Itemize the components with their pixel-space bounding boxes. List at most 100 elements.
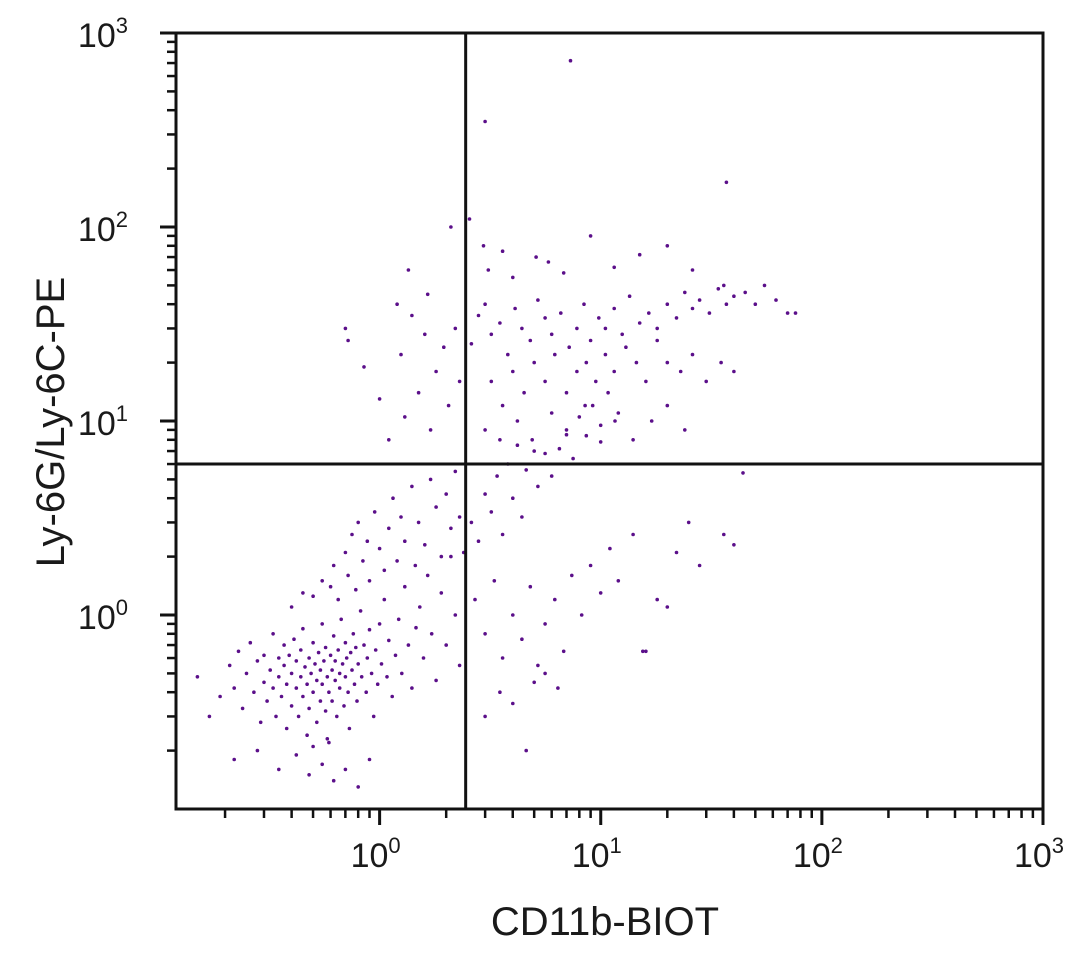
data-point — [358, 609, 363, 613]
data-point — [343, 326, 348, 331]
data-point — [330, 699, 334, 703]
data-point — [557, 446, 562, 451]
data-point — [553, 352, 557, 357]
data-point — [315, 678, 319, 683]
minor-ticks — [167, 40, 1035, 818]
data-point — [356, 662, 361, 666]
data-point — [637, 321, 642, 325]
data-point — [556, 686, 560, 690]
data-point — [414, 625, 418, 630]
data-point — [683, 428, 687, 432]
data-point — [403, 584, 407, 589]
data-point — [598, 440, 603, 444]
data-point — [416, 520, 421, 525]
data-point — [616, 579, 621, 583]
data-point — [620, 332, 624, 337]
data-point — [318, 668, 323, 672]
data-point — [311, 594, 315, 598]
x-tick-label: 103 — [1014, 833, 1064, 875]
data-point — [631, 532, 635, 537]
data-point — [511, 275, 515, 280]
data-point — [584, 433, 589, 438]
data-point — [444, 492, 449, 496]
data-point — [793, 311, 798, 315]
data-point — [428, 428, 433, 432]
data-point — [403, 539, 407, 543]
data-point — [369, 671, 374, 676]
data-point — [395, 559, 399, 563]
data-point — [271, 632, 275, 636]
data-point — [564, 390, 569, 395]
data-point — [305, 682, 309, 686]
data-point — [355, 699, 359, 703]
data-point — [410, 313, 414, 318]
data-point — [575, 326, 579, 331]
data-point — [655, 338, 659, 343]
data-point — [207, 714, 212, 719]
data-point — [303, 665, 307, 669]
data-point — [449, 526, 453, 531]
data-point — [406, 268, 411, 272]
data-point — [590, 403, 595, 408]
data-point — [561, 271, 566, 275]
data-point — [395, 302, 399, 307]
data-point — [568, 58, 573, 63]
data-point — [467, 217, 472, 221]
data-point — [282, 643, 286, 647]
data-point — [425, 573, 430, 578]
data-point — [588, 563, 593, 568]
y-tick-label: 103 — [78, 13, 128, 55]
data-point — [387, 438, 391, 442]
data-point — [359, 675, 364, 679]
data-point — [500, 249, 505, 253]
data-point — [612, 369, 616, 374]
data-point — [328, 584, 333, 589]
data-point — [594, 379, 598, 384]
data-point — [330, 668, 334, 672]
data-point — [316, 650, 321, 655]
data-point — [577, 415, 582, 419]
data-point — [579, 613, 584, 617]
tick-labels: 100 101 102 103 100 101 102 103 — [78, 13, 1064, 875]
data-point — [536, 298, 540, 302]
data-point — [252, 690, 256, 694]
data-point — [683, 290, 687, 295]
data-point — [375, 682, 380, 686]
data-point — [469, 520, 474, 525]
data-point — [299, 675, 303, 679]
data-point — [515, 419, 520, 423]
data-point — [399, 352, 403, 357]
data-point — [364, 690, 369, 694]
data-point — [315, 720, 319, 725]
data-point — [500, 403, 505, 408]
data-point — [665, 403, 670, 408]
data-point — [520, 326, 524, 331]
data-point — [553, 597, 557, 602]
x-tick-label: 101 — [572, 833, 622, 875]
data-point — [418, 605, 422, 609]
data-point — [532, 449, 536, 453]
data-point — [350, 668, 354, 672]
data-point — [362, 643, 366, 647]
data-point — [520, 515, 524, 519]
data-point — [318, 699, 323, 703]
data-point — [522, 390, 526, 395]
data-point — [588, 234, 593, 238]
data-point — [361, 559, 365, 563]
data-point — [528, 338, 533, 343]
data-point — [244, 671, 249, 676]
data-point — [500, 656, 505, 660]
data-point — [416, 390, 421, 395]
data-point — [612, 306, 616, 311]
data-point — [665, 302, 670, 307]
data-point — [524, 748, 528, 753]
data-point — [354, 645, 358, 650]
data-point — [647, 311, 651, 315]
data-point — [346, 690, 350, 694]
data-point — [549, 474, 554, 478]
data-point — [277, 656, 281, 660]
data-point — [265, 699, 269, 703]
data-point — [429, 632, 434, 636]
data-point — [423, 332, 427, 337]
data-point — [690, 268, 695, 272]
